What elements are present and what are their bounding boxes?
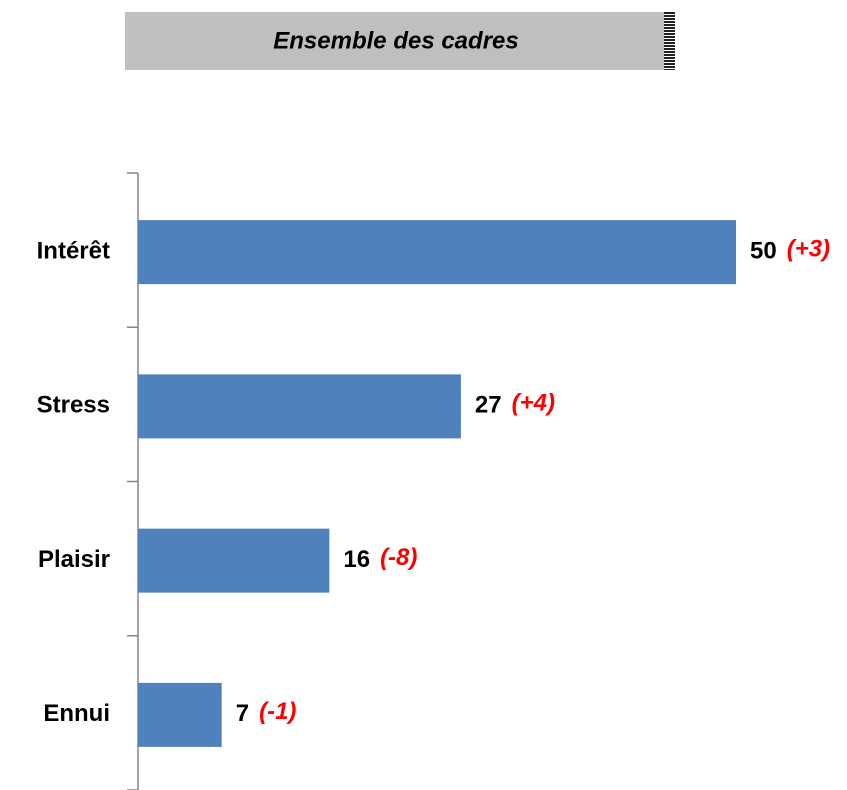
value-label: 7	[236, 700, 249, 727]
change-annotation: (-8)	[380, 544, 417, 571]
change-annotation: (+3)	[787, 235, 830, 262]
change-annotation: (+4)	[512, 390, 555, 417]
change-annotation: (-1)	[259, 698, 296, 725]
category-label: Intérêt	[37, 237, 110, 264]
title-box-edge	[664, 12, 675, 70]
bar	[138, 220, 736, 285]
category-label: Stress	[37, 392, 110, 419]
bar	[138, 528, 330, 593]
bar	[138, 682, 222, 747]
bar	[138, 374, 461, 439]
title-box	[125, 12, 666, 70]
chart-title: Ensemble des cadres	[273, 27, 518, 54]
value-label: 16	[343, 546, 370, 573]
value-label: 50	[750, 237, 777, 264]
value-label: 27	[475, 392, 502, 419]
category-label: Ennui	[43, 700, 110, 727]
category-label: Plaisir	[38, 546, 110, 573]
